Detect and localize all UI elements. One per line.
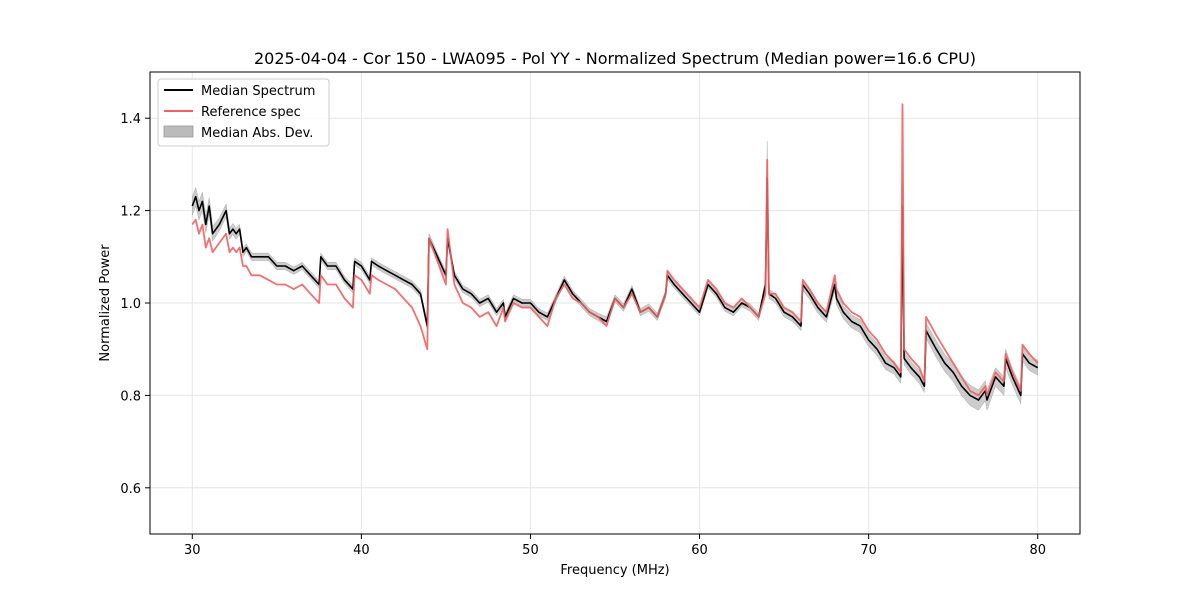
x-tick-label: 50 <box>522 543 539 558</box>
y-tick-label: 1.0 <box>120 297 141 312</box>
legend-swatch-median-abs-dev <box>163 125 194 138</box>
series-layer <box>191 103 1039 401</box>
legend-label-reference-spec: Reference spec <box>201 105 301 120</box>
x-axis-label: Frequency (MHz) <box>560 563 669 578</box>
chart-title: 2025-04-04 - Cor 150 - LWA095 - Pol YY -… <box>254 49 976 68</box>
x-axis-ticks: 30 40 50 60 70 80 <box>184 534 1046 558</box>
x-tick-label: 30 <box>184 543 201 558</box>
legend-label-median-spectrum: Median Spectrum <box>201 84 315 99</box>
reference-spec-line <box>191 103 1039 397</box>
y-tick-label: 0.8 <box>120 389 141 404</box>
y-tick-label: 1.4 <box>120 112 141 127</box>
y-tick-label: 1.2 <box>120 205 141 220</box>
y-axis-ticks: 0.6 0.8 1.0 1.2 1.4 <box>120 112 150 497</box>
x-tick-label: 60 <box>691 543 708 558</box>
x-tick-label: 80 <box>1029 543 1046 558</box>
legend-box <box>157 78 330 147</box>
legend-label-median-abs-dev: Median Abs. Dev. <box>201 126 313 141</box>
x-tick-label: 40 <box>353 543 370 558</box>
legend: Median Spectrum Reference spec Median Ab… <box>157 78 330 147</box>
y-tick-label: 0.6 <box>120 482 141 497</box>
x-tick-label: 70 <box>860 543 877 558</box>
y-axis-label: Normalized Power <box>98 244 113 362</box>
